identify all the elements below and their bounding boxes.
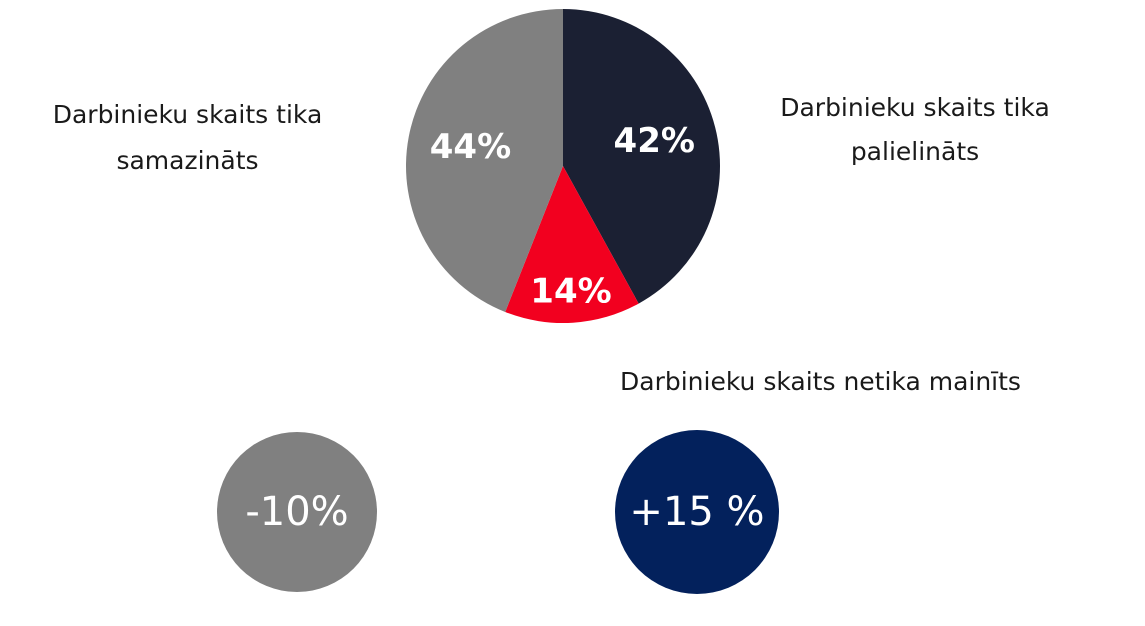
- annotation-circle: [615, 430, 779, 594]
- category-label: Darbinieku skaits tika palielināts: [780, 93, 1050, 166]
- pie-slice: [405, 9, 563, 312]
- annotation-text: -10%: [245, 489, 348, 535]
- annotation-text: +15 %: [629, 489, 764, 535]
- pie-slice: [563, 9, 720, 304]
- slice-label: 42%: [614, 121, 695, 161]
- annotation-circle: [217, 432, 377, 592]
- slice-label: 14%: [530, 271, 611, 311]
- pie-slice: [505, 166, 639, 324]
- category-label: Darbinieku skaits tika samazināts: [52, 100, 323, 175]
- category-label: Darbinieku skaits netika mainīts: [620, 367, 1021, 396]
- slice-label: 44%: [430, 127, 511, 167]
